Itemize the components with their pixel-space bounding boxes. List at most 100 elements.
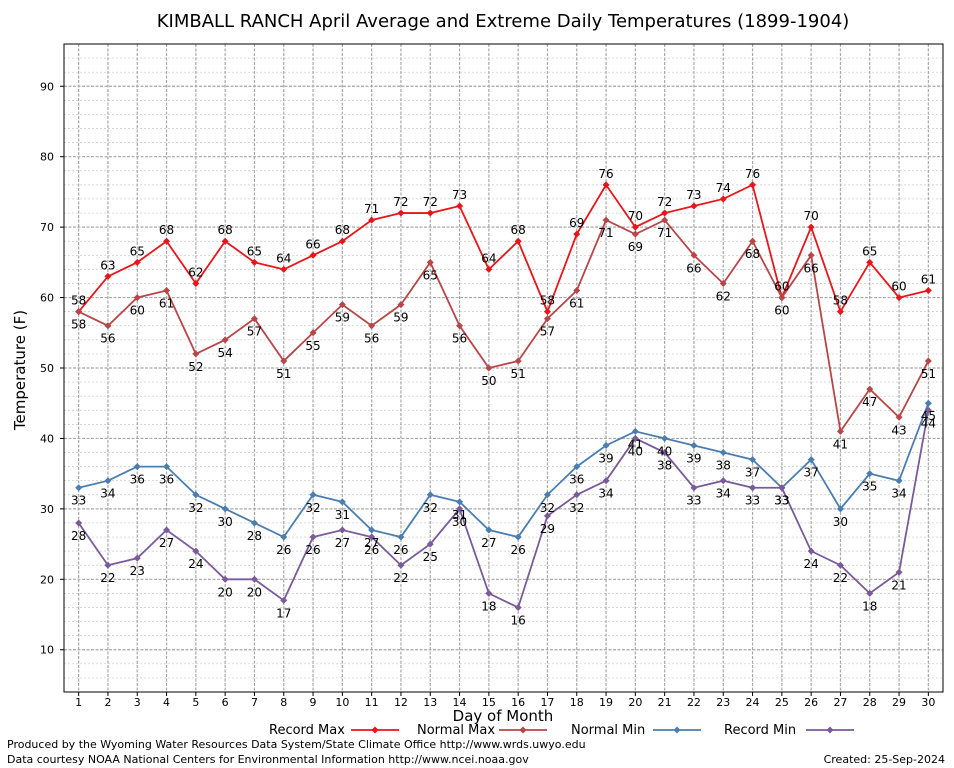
x-tick-label: 13 xyxy=(423,696,437,709)
x-tick-label: 24 xyxy=(746,696,760,709)
normal-max-data-label: 54 xyxy=(218,346,233,360)
normal-min-data-label: 40 xyxy=(657,444,672,458)
normal-min-point xyxy=(456,498,464,506)
y-tick-label: 10 xyxy=(40,644,54,657)
normal-min-point xyxy=(163,463,171,471)
record-min-point xyxy=(778,484,786,492)
record-min-data-label: 33 xyxy=(774,494,789,508)
normal-max-point xyxy=(807,251,815,259)
y-tick-label: 20 xyxy=(40,573,54,586)
x-tick-label: 26 xyxy=(804,696,818,709)
normal-max-data-label: 56 xyxy=(452,332,467,346)
normal-min-point xyxy=(573,463,581,471)
normal-max-data-label: 51 xyxy=(511,367,526,381)
record-min-data-label: 18 xyxy=(862,599,877,613)
x-tick-label: 9 xyxy=(310,696,317,709)
x-tick-label: 27 xyxy=(833,696,847,709)
record-min-point xyxy=(192,547,200,555)
record-max-data-label: 72 xyxy=(657,195,672,209)
normal-min-data-label: 32 xyxy=(540,501,555,515)
record-min-data-label: 22 xyxy=(100,571,115,585)
record-max-data-label: 76 xyxy=(598,167,613,181)
normal-min-data-label: 36 xyxy=(130,473,145,487)
record-max-data-label: 66 xyxy=(305,237,320,251)
x-tick-label: 11 xyxy=(365,696,379,709)
normal-max-line xyxy=(78,218,930,434)
normal-max-data-label: 56 xyxy=(100,332,115,346)
record-max-point xyxy=(807,223,815,231)
normal-min-point xyxy=(192,491,200,499)
record-max-data-label: 68 xyxy=(335,223,350,237)
normal-min-data-label: 27 xyxy=(481,536,496,550)
normal-max-point xyxy=(543,315,551,323)
normal-max-data-label: 68 xyxy=(745,247,760,261)
record-min-line xyxy=(77,410,930,609)
normal-max-data-label: 62 xyxy=(716,289,731,303)
record-min-data-label: 21 xyxy=(891,578,906,592)
normal-min-point xyxy=(104,477,112,485)
normal-max-data-label: 61 xyxy=(159,297,174,311)
normal-max-point xyxy=(778,294,786,302)
record-min-point xyxy=(807,547,815,555)
x-tick-label: 19 xyxy=(599,696,613,709)
normal-min-data-label: 35 xyxy=(862,480,877,494)
record-min-point xyxy=(749,484,757,492)
record-max-line xyxy=(77,183,929,315)
normal-min-data-label: 33 xyxy=(774,494,789,508)
record-min-point xyxy=(485,589,493,597)
normal-min-point xyxy=(485,526,493,534)
normal-min-point xyxy=(397,533,405,541)
x-tick-label: 7 xyxy=(251,696,258,709)
record-min-point xyxy=(426,540,434,548)
normal-min-point xyxy=(719,449,727,457)
record-max-point xyxy=(749,181,757,189)
normal-max-data-label: 66 xyxy=(686,261,701,275)
y-tick-label: 50 xyxy=(40,362,54,375)
record-min-data-label: 24 xyxy=(188,557,203,571)
record-max-data-label: 73 xyxy=(686,188,701,202)
normal-min-point xyxy=(749,456,757,464)
record-min-point xyxy=(924,406,932,414)
normal-min-data-label: 39 xyxy=(686,451,701,465)
normal-min-point xyxy=(836,505,844,513)
normal-min-point xyxy=(75,484,83,492)
x-tick-label: 12 xyxy=(394,696,408,709)
record-min-point xyxy=(368,533,376,541)
y-tick-label: 90 xyxy=(40,80,54,93)
record-min-data-label: 44 xyxy=(921,416,936,430)
record-max-point xyxy=(836,308,844,316)
normal-min-data-label: 34 xyxy=(891,487,906,501)
record-max-point xyxy=(456,202,464,210)
normal-max-data-label: 41 xyxy=(833,437,848,451)
normal-min-point xyxy=(866,470,874,478)
record-min-point xyxy=(836,561,844,569)
normal-max-data-label: 61 xyxy=(569,297,584,311)
normal-min-data-label: 39 xyxy=(598,451,613,465)
normal-max-data-label: 55 xyxy=(305,339,320,353)
normal-min-data-label: 38 xyxy=(716,459,731,473)
x-tick-label: 17 xyxy=(540,696,554,709)
record-max-point xyxy=(397,209,405,217)
record-max-data-label: 65 xyxy=(247,244,262,258)
record-max-data-label: 58 xyxy=(833,294,848,308)
record-min-point xyxy=(661,449,669,457)
record-min-point xyxy=(250,575,258,583)
record-max-data-label: 64 xyxy=(276,251,291,265)
record-min-data-label: 26 xyxy=(364,543,379,557)
normal-max-point xyxy=(661,216,669,224)
record-min-point xyxy=(573,491,581,499)
record-min-point xyxy=(690,484,698,492)
y-tick-label: 30 xyxy=(40,503,54,516)
record-max-data-label: 72 xyxy=(393,195,408,209)
normal-max-point xyxy=(836,427,844,435)
record-min-data-label: 32 xyxy=(569,501,584,515)
record-max-point xyxy=(514,237,522,245)
normal-min-point xyxy=(280,533,288,541)
normal-min-point xyxy=(368,526,376,534)
record-max-data-label: 72 xyxy=(423,195,438,209)
normal-max-data-label: 50 xyxy=(481,374,496,388)
legend-marker-record-max xyxy=(371,726,379,734)
y-tick-label: 70 xyxy=(40,221,54,234)
record-min-data-label: 23 xyxy=(130,564,145,578)
